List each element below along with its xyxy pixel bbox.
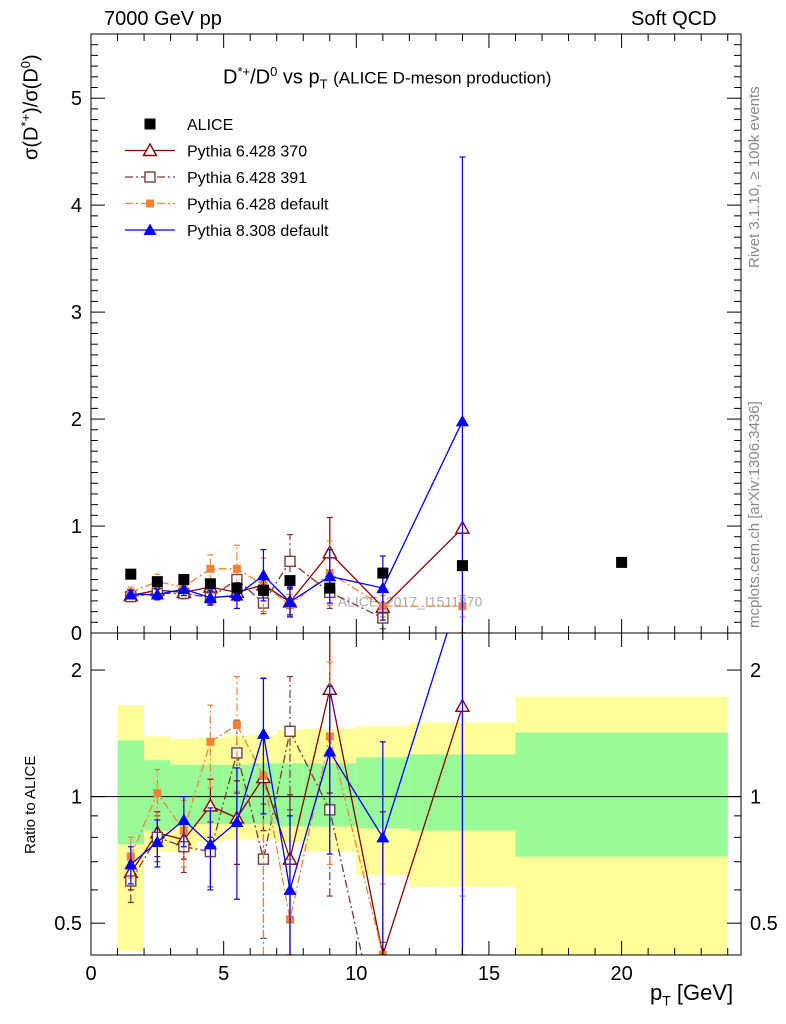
legend-label: ALICE bbox=[187, 117, 233, 134]
data-point bbox=[283, 883, 297, 895]
main-series bbox=[125, 556, 628, 596]
x-axis-label: pT [GeV] bbox=[650, 980, 734, 1009]
data-point bbox=[125, 568, 137, 580]
energy-label: 7000 GeV pp bbox=[104, 8, 222, 30]
data-point bbox=[256, 568, 270, 581]
data-point bbox=[283, 595, 297, 607]
data-point bbox=[377, 567, 389, 579]
y-tick-label: 1 bbox=[71, 516, 82, 538]
data-point bbox=[150, 835, 164, 847]
data-point bbox=[146, 199, 154, 208]
data-point bbox=[151, 576, 163, 588]
data-point bbox=[143, 223, 157, 235]
legend-entry: Pythia 6.428 370 bbox=[125, 142, 307, 161]
y-tick-label: 3 bbox=[71, 302, 82, 324]
x-tick-label: 0 bbox=[85, 963, 96, 985]
ratio-series-line bbox=[130, 633, 448, 891]
data-point bbox=[150, 587, 164, 600]
rivet-version-label: Rivet 3.1.10, ≥ 100k events bbox=[746, 86, 763, 268]
data-point bbox=[455, 414, 469, 427]
data-point bbox=[178, 574, 190, 586]
data-point bbox=[324, 582, 336, 594]
data-point bbox=[124, 857, 138, 870]
data-point bbox=[323, 569, 337, 582]
data-point bbox=[124, 587, 138, 600]
stat-uncertainty-band bbox=[515, 732, 728, 857]
data-point bbox=[206, 737, 215, 746]
main-y-axis-label: σ(D*+)/σ(D0) bbox=[18, 54, 43, 160]
y-tick-label: 0 bbox=[71, 623, 82, 645]
data-point bbox=[456, 560, 468, 572]
ratio-y-tick-label-right: 2 bbox=[750, 660, 761, 682]
main-series-line bbox=[130, 568, 463, 607]
main-series bbox=[125, 533, 389, 630]
stat-uncertainty-band bbox=[117, 740, 145, 845]
ratio-series bbox=[124, 633, 466, 955]
y-tick-label: 5 bbox=[71, 88, 82, 110]
x-tick-label: 20 bbox=[610, 963, 632, 985]
data-point bbox=[232, 721, 241, 730]
ratio-plot-frame bbox=[90, 632, 742, 956]
data-point bbox=[144, 118, 156, 130]
data-point bbox=[231, 582, 243, 594]
data-point bbox=[142, 142, 158, 157]
data-point bbox=[153, 788, 162, 797]
y-tick-label: 4 bbox=[71, 195, 82, 217]
data-point bbox=[177, 813, 191, 825]
legend-label: Pythia 6.428 370 bbox=[187, 144, 307, 161]
data-point bbox=[323, 745, 337, 757]
data-point bbox=[616, 556, 628, 568]
data-point bbox=[230, 589, 244, 601]
data-point bbox=[203, 591, 217, 603]
data-point bbox=[284, 725, 296, 738]
ratio-series-line bbox=[130, 689, 464, 955]
x-tick-label: 10 bbox=[345, 963, 367, 985]
data-point bbox=[230, 815, 244, 828]
data-point bbox=[177, 582, 191, 595]
legend-label: Pythia 6.428 391 bbox=[187, 170, 307, 187]
x-tick-label: 5 bbox=[218, 963, 229, 985]
legend-entry: Pythia 6.428 391 bbox=[125, 170, 307, 187]
data-point bbox=[232, 564, 241, 573]
main-chart-title: D*+/D0 vs pT (ALICE D-meson production) bbox=[223, 64, 552, 92]
mcplots-reference-label: mcplots.cern.ch [arXiv:1306.3436] bbox=[746, 401, 763, 628]
data-point bbox=[376, 581, 390, 594]
data-point bbox=[204, 578, 216, 590]
data-point bbox=[206, 564, 215, 573]
main-series bbox=[124, 156, 469, 633]
ratio-y-tick-label: 0.5 bbox=[54, 913, 82, 935]
main-series-line bbox=[130, 420, 464, 603]
ratio-y-tick-label-right: 0.5 bbox=[750, 913, 778, 935]
legend-entry: Pythia 6.428 default bbox=[125, 197, 329, 214]
data-point bbox=[284, 555, 296, 568]
process-label: Soft QCD bbox=[631, 8, 717, 30]
y-tick-label: 2 bbox=[71, 409, 82, 431]
data-point bbox=[256, 727, 270, 739]
data-point bbox=[257, 584, 269, 596]
ratio-y-tick-label: 2 bbox=[71, 660, 82, 682]
data-point bbox=[203, 837, 217, 850]
ratio-y-tick-label: 1 bbox=[71, 787, 82, 809]
ratio-y-tick-label-right: 1 bbox=[750, 787, 761, 809]
legend-label: Pythia 8.308 default bbox=[187, 223, 329, 240]
legend-entry: Pythia 8.308 default bbox=[125, 223, 329, 240]
ratio-y-axis-label: Ratio to ALICE bbox=[22, 755, 39, 854]
data-point bbox=[144, 171, 156, 183]
legend-entry: ALICE bbox=[144, 117, 233, 134]
data-point bbox=[284, 575, 296, 587]
ratio-series-line bbox=[130, 724, 386, 955]
data-point bbox=[458, 969, 466, 977]
x-tick-label: 15 bbox=[478, 963, 500, 985]
legend-label: Pythia 6.428 default bbox=[187, 197, 329, 214]
data-point bbox=[376, 830, 390, 843]
